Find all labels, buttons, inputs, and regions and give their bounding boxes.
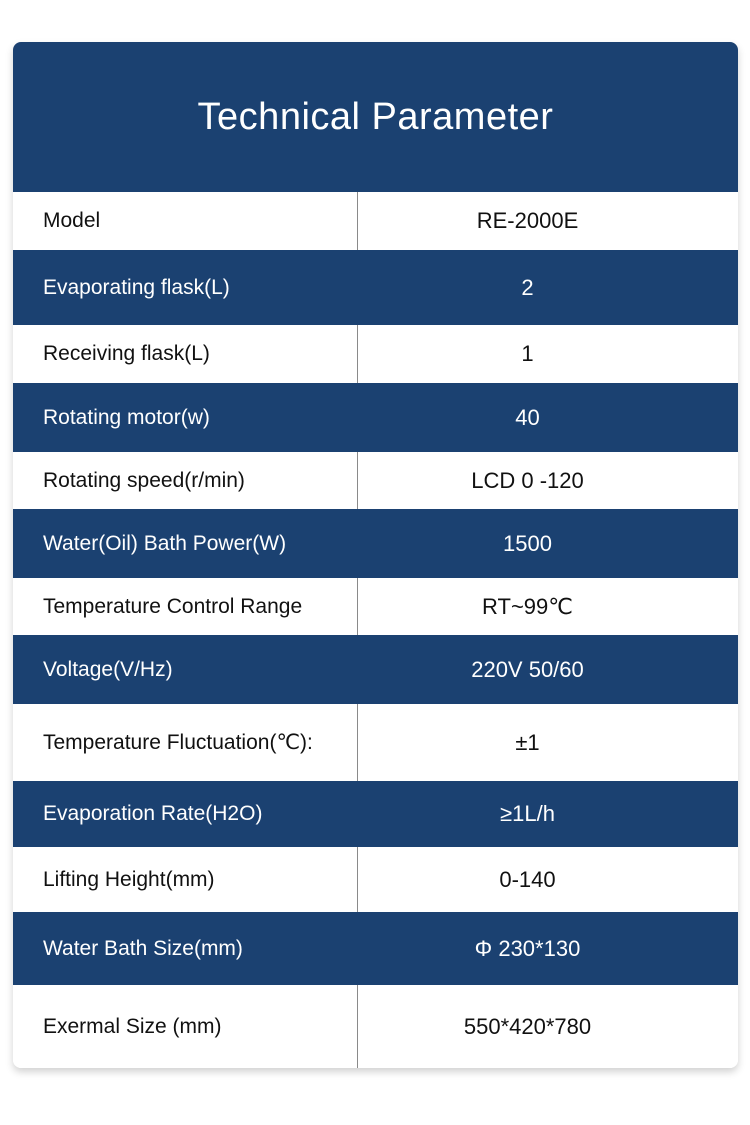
parameter-name: Evaporating flask(L) (43, 275, 230, 299)
parameter-name: Exermal Size (mm) (43, 1014, 222, 1038)
parameter-value: 0-140 (499, 866, 556, 892)
parameter-value: ≥1L/h (500, 801, 555, 826)
column-divider (357, 325, 358, 383)
table-row: Receiving flask(L) 1 (13, 325, 738, 383)
parameter-name: Temperature Control Range (43, 594, 303, 618)
column-divider (357, 192, 358, 250)
parameter-value: RE-2000E (476, 208, 579, 233)
table-row: Exermal Size (mm) 550*420*780 (13, 985, 738, 1068)
table-row: Water Bath Size(mm) Φ 230*130 (13, 912, 738, 985)
parameter-name: Rotating motor(w) (43, 405, 210, 429)
parameter-value: Φ 230*130 (474, 935, 581, 961)
parameter-name: Model (43, 209, 101, 232)
parameter-name: Temperature Fluctuation(℃): (43, 731, 313, 754)
parameter-card: Technical Parameter Model RE-2000E Evapora… (13, 42, 738, 1068)
table-row: Temperature Fluctuation(℃): ±1 (13, 704, 738, 781)
parameter-value: 220V 50/60 (471, 656, 584, 682)
parameter-value: 550*420*780 (463, 1013, 592, 1039)
title: Technical Parameter (197, 95, 554, 138)
header: Technical Parameter (13, 42, 738, 192)
table-row: Rotating motor(w) 40 (13, 383, 738, 452)
parameter-name: Lifting Height(mm) (43, 867, 215, 891)
table-row: Temperature Control Range RT~99℃ (13, 578, 738, 635)
parameter-name: Water Bath Size(mm) (43, 936, 243, 960)
column-divider (357, 847, 358, 912)
parameter-name: Evaporation Rate(H2O) (43, 802, 263, 825)
parameter-value: 2 (521, 274, 534, 300)
parameter-name: Receiving flask(L) (43, 342, 210, 365)
table-row: Evaporating flask(L) 2 (13, 250, 738, 325)
table-row: Evaporation Rate(H2O) ≥1L/h (13, 781, 738, 847)
parameter-name: Voltage(V/Hz) (43, 657, 173, 681)
table-row: Water(Oil) Bath Power(W) 1500 (13, 509, 738, 578)
column-divider (357, 578, 358, 635)
table-row: Model RE-2000E (13, 192, 738, 250)
parameter-value: LCD 0 -120 (471, 467, 584, 493)
table-row: Rotating speed(r/min) LCD 0 -120 (13, 452, 738, 509)
column-divider (357, 985, 358, 1068)
parameter-value: RT~99℃ (482, 593, 573, 619)
column-divider (357, 452, 358, 509)
parameter-value: 1 (521, 341, 534, 366)
table-row: Voltage(V/Hz) 220V 50/60 (13, 635, 738, 704)
table-row: Lifting Height(mm) 0-140 (13, 847, 738, 912)
parameter-value: ±1 (515, 729, 540, 755)
parameter-value: 40 (515, 404, 540, 430)
parameter-value: 1500 (503, 530, 552, 556)
parameter-name: Rotating speed(r/min) (43, 468, 245, 492)
parameter-name: Water(Oil) Bath Power(W) (43, 531, 287, 555)
column-divider (357, 704, 358, 781)
